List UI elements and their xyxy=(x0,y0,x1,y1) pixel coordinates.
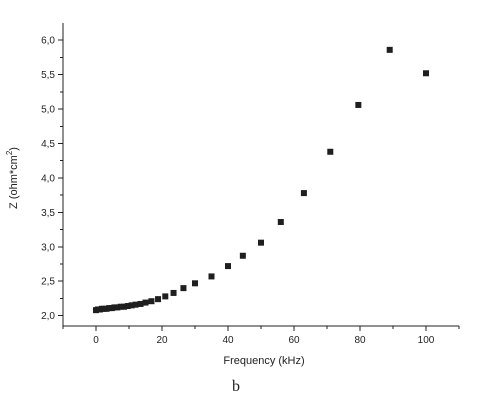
data-point xyxy=(137,300,144,307)
y-tick-label: 2,0 xyxy=(41,311,55,322)
x-tick-label: 0 xyxy=(93,335,99,346)
data-point xyxy=(300,190,307,197)
data-point xyxy=(132,301,139,308)
y-tick-label: 5,0 xyxy=(41,105,55,116)
x-tick-label: 20 xyxy=(156,335,168,346)
data-point xyxy=(117,303,124,310)
data-point xyxy=(114,304,121,311)
data-point xyxy=(180,285,187,292)
data-point xyxy=(192,280,198,287)
data-point xyxy=(225,263,231,270)
y-tick-label: 4,0 xyxy=(41,173,55,184)
y-tick-label: 5,5 xyxy=(41,70,55,81)
data-point xyxy=(124,303,131,310)
x-tick-label: 80 xyxy=(354,335,366,346)
data-point xyxy=(155,296,162,303)
x-tick-label: 100 xyxy=(418,335,435,346)
y-tick-label: 4,5 xyxy=(41,139,55,150)
data-point xyxy=(121,303,128,310)
x-tick-label: 40 xyxy=(222,335,234,346)
y-axis-title-superscript: 2 xyxy=(5,150,14,155)
data-point xyxy=(208,273,215,280)
data-point xyxy=(162,293,169,300)
data-point xyxy=(142,299,149,306)
y-tick-label: 3,0 xyxy=(41,242,55,253)
data-point xyxy=(327,148,334,155)
data-point xyxy=(239,252,246,259)
y-tick-label: 6,0 xyxy=(41,36,55,47)
data-point xyxy=(170,289,177,296)
y-tick-label: 2,5 xyxy=(41,277,55,288)
figure-caption: b xyxy=(232,378,240,395)
data-point xyxy=(148,298,155,305)
data-point xyxy=(355,101,362,108)
y-tick-label: 3,5 xyxy=(41,208,55,219)
x-tick-label: 60 xyxy=(288,335,300,346)
data-point xyxy=(277,219,284,226)
y-axis-title-main: Z (ohm*cm xyxy=(8,155,20,209)
data-points xyxy=(93,46,429,314)
data-point xyxy=(128,302,135,309)
axes: 0 20 40 60 80 100 2,0 2,5 3,0 3,5 4,0 4,5 5,0 5,5 6,0 xyxy=(41,23,460,346)
data-point xyxy=(258,239,264,246)
data-point xyxy=(423,70,429,77)
y-axis-title-close: ) xyxy=(8,147,20,151)
data-point xyxy=(386,46,393,53)
y-axis-title: Z (ohm*cm2) xyxy=(5,147,20,209)
x-axis-title: Frequency (kHz) xyxy=(223,355,304,367)
